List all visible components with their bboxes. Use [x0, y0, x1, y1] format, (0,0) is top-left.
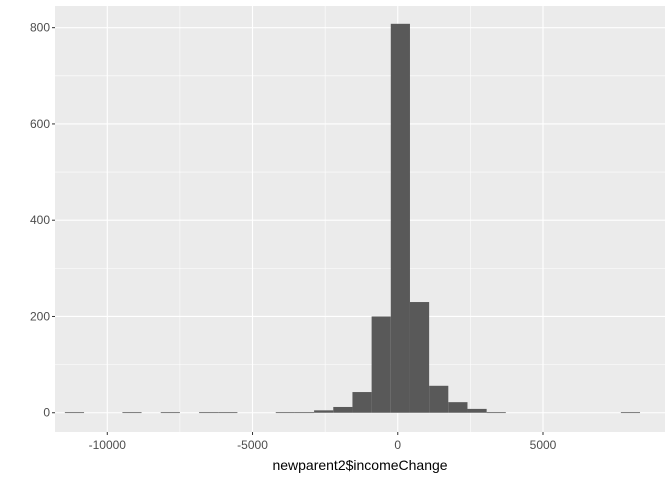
histogram-bar — [486, 412, 506, 414]
histogram-bar — [352, 392, 372, 413]
y-tick-label: 600 — [30, 117, 50, 131]
histogram-bar — [620, 412, 641, 414]
histogram-bar — [199, 412, 219, 414]
histogram-bar — [64, 412, 85, 414]
major-gridlines — [55, 6, 665, 432]
histogram-bar — [467, 408, 487, 413]
x-axis-ticks: -10000 -5000 0 5000 — [89, 432, 557, 452]
histogram-bar — [314, 410, 334, 413]
y-tick-label: 0 — [43, 406, 50, 420]
x-tick-label: -10000 — [89, 438, 127, 452]
histogram-bar — [371, 316, 391, 413]
histogram-bar — [160, 412, 180, 414]
histogram-bar — [390, 23, 410, 413]
y-tick-label: 200 — [30, 309, 50, 323]
y-tick-label: 400 — [30, 213, 50, 227]
plot-panel — [55, 6, 665, 432]
y-axis-ticks: 0 200 400 600 800 — [30, 21, 55, 420]
histogram-bar — [429, 385, 449, 413]
histogram-bar — [275, 412, 295, 414]
x-tick-label: 0 — [394, 438, 401, 452]
x-axis-title: newparent2$incomeChange — [272, 457, 447, 473]
minor-gridlines — [55, 6, 665, 432]
histogram-bar — [448, 402, 468, 413]
x-tick-label: 5000 — [530, 438, 557, 452]
histogram-bar — [294, 412, 315, 414]
y-tick-label: 800 — [30, 21, 50, 35]
histogram-bar — [333, 406, 353, 413]
histogram-bar — [218, 412, 238, 414]
histogram-bar — [122, 412, 142, 414]
x-tick-label: -5000 — [237, 438, 268, 452]
histogram-bar — [409, 302, 430, 413]
histogram-bars — [64, 23, 641, 414]
